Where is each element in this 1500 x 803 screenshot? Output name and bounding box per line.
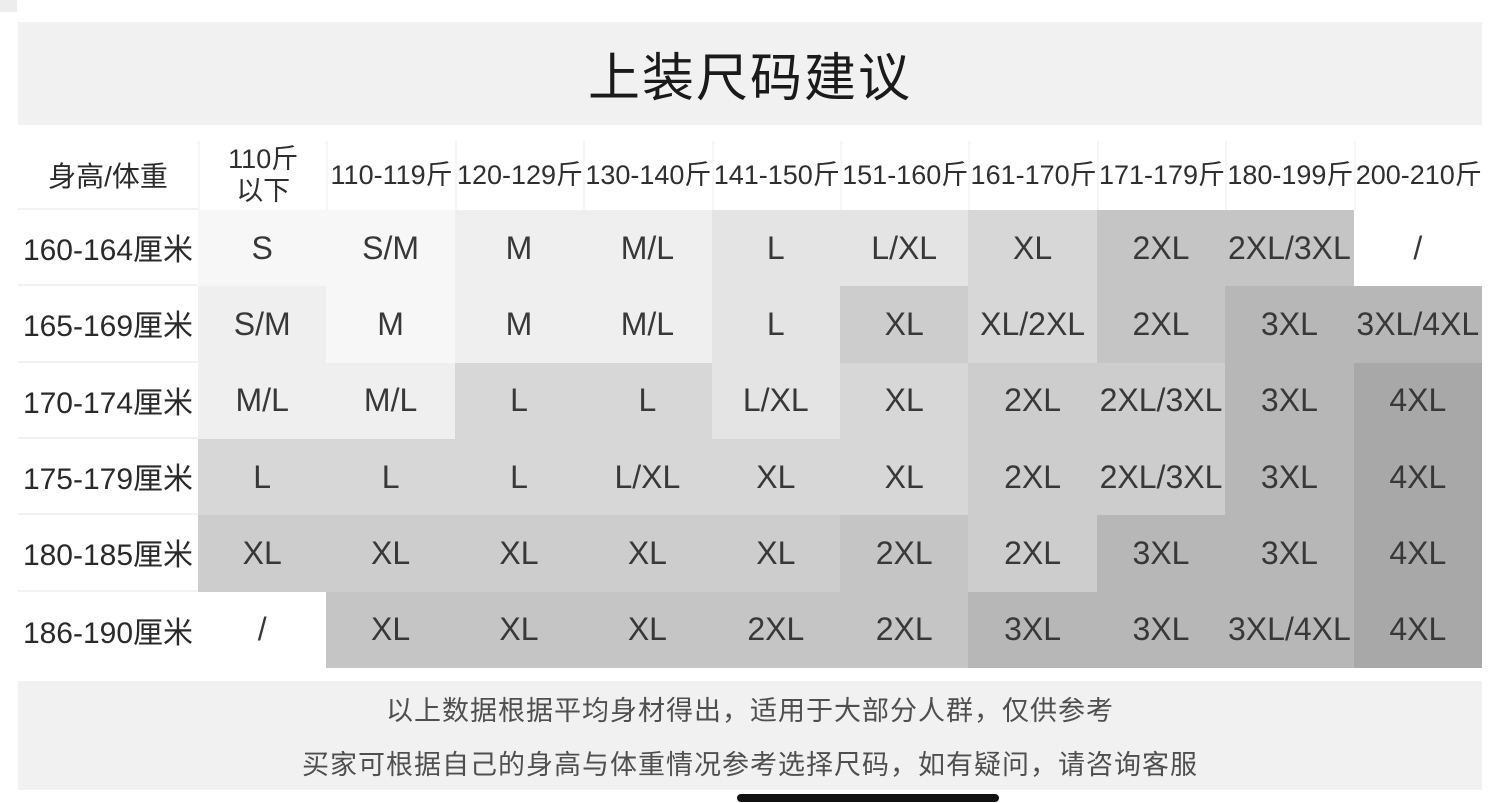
weight-header: 110斤 以下 bbox=[198, 141, 327, 210]
size-cell: XL bbox=[454, 591, 584, 668]
height-label: 186-190厘米 bbox=[18, 591, 198, 668]
size-cell: / bbox=[1353, 210, 1482, 287]
size-cell: 2XL/3XL bbox=[1225, 210, 1354, 287]
height-label: 165-169厘米 bbox=[18, 286, 198, 363]
size-cell: XL bbox=[583, 515, 712, 592]
size-cell: XL bbox=[326, 515, 455, 592]
size-cell: 4XL bbox=[1353, 591, 1482, 668]
size-cell: XL bbox=[839, 362, 969, 439]
height-label: 170-174厘米 bbox=[18, 362, 198, 439]
size-cell: L bbox=[454, 362, 584, 439]
size-cell: 2XL bbox=[1096, 286, 1226, 363]
size-cell: 4XL bbox=[1353, 362, 1482, 439]
size-cell: 3XL bbox=[968, 591, 1097, 668]
page-title: 上装尺码建议 bbox=[587, 50, 912, 108]
height-label: 175-179厘米 bbox=[18, 439, 198, 516]
size-cell: M/L bbox=[198, 362, 327, 439]
size-cell: 2XL bbox=[711, 591, 840, 668]
size-cell: 2XL bbox=[968, 515, 1097, 592]
size-cell: L bbox=[198, 439, 327, 516]
weight-header: 200-210斤 bbox=[1353, 141, 1482, 210]
footer-note: 以上数据根据平均身材得出，适用于大部分人群，仅供参考 买家可根据自己的身高与体重… bbox=[18, 681, 1482, 790]
size-cell: M/L bbox=[583, 286, 712, 363]
size-cell: XL bbox=[839, 286, 969, 363]
size-cell: 2XL/3XL bbox=[1096, 362, 1226, 439]
size-cell: 3XL bbox=[1096, 591, 1226, 668]
size-cell: M bbox=[326, 286, 455, 363]
size-cell: S bbox=[198, 210, 327, 287]
size-cell: XL bbox=[198, 515, 327, 592]
size-cell: XL bbox=[326, 591, 455, 668]
weight-header: 141-150斤 bbox=[711, 141, 840, 210]
height-label: 160-164厘米 bbox=[18, 210, 198, 287]
size-cell: 3XL/4XL bbox=[1353, 286, 1482, 363]
size-cell: L bbox=[454, 439, 584, 516]
weight-header: 171-179斤 bbox=[1096, 141, 1226, 210]
weight-header: 120-129斤 bbox=[454, 141, 584, 210]
size-cell: 2XL/3XL bbox=[1096, 439, 1226, 516]
size-cell: XL bbox=[711, 439, 840, 516]
size-cell: L bbox=[711, 210, 840, 287]
size-cell: XL bbox=[968, 210, 1097, 287]
size-cell: M bbox=[454, 210, 584, 287]
size-cell: 2XL bbox=[968, 362, 1097, 439]
title-band: 上装尺码建议 bbox=[18, 22, 1482, 125]
size-cell: 4XL bbox=[1353, 515, 1482, 592]
size-cell: 3XL bbox=[1225, 515, 1354, 592]
size-cell: L bbox=[583, 362, 712, 439]
size-cell: 3XL/4XL bbox=[1225, 591, 1354, 668]
size-cell: S/M bbox=[326, 210, 455, 287]
size-cell: XL bbox=[454, 515, 584, 592]
home-indicator-bar bbox=[737, 794, 999, 802]
weight-header: 151-160斤 bbox=[839, 141, 969, 210]
height-label: 180-185厘米 bbox=[18, 515, 198, 592]
corner-header: 身高/体重 bbox=[18, 141, 198, 210]
size-cell: L bbox=[326, 439, 455, 516]
weight-header: 180-199斤 bbox=[1225, 141, 1354, 210]
footer-line-1: 以上数据根据平均身材得出，适用于大部分人群，仅供参考 bbox=[386, 696, 1114, 726]
size-cell: L/XL bbox=[583, 439, 712, 516]
size-cell: XL bbox=[583, 591, 712, 668]
size-cell: 2XL bbox=[839, 591, 969, 668]
size-cell: M/L bbox=[326, 362, 455, 439]
size-cell: XL bbox=[839, 439, 969, 516]
size-cell: 3XL bbox=[1096, 515, 1226, 592]
size-cell: S/M bbox=[198, 286, 327, 363]
size-cell: / bbox=[198, 591, 327, 668]
size-cell: 3XL bbox=[1225, 362, 1354, 439]
weight-header: 130-140斤 bbox=[583, 141, 712, 210]
size-cell: XL bbox=[711, 515, 840, 592]
footer-line-2: 买家可根据自己的身高与体重情况参考选择尺码，如有疑问，请咨询客服 bbox=[302, 750, 1198, 780]
size-cell: 2XL bbox=[1096, 210, 1226, 287]
weight-header: 161-170斤 bbox=[968, 141, 1097, 210]
size-cell: L/XL bbox=[711, 362, 840, 439]
size-cell: 2XL bbox=[839, 515, 969, 592]
size-table: 身高/体重 110斤 以下 110-119斤 120-129斤 130-140斤 141-… bbox=[18, 141, 1482, 668]
top-left-notch bbox=[0, 0, 17, 12]
size-cell: 4XL bbox=[1353, 439, 1482, 516]
size-cell: 2XL bbox=[968, 439, 1097, 516]
size-cell: 3XL bbox=[1225, 439, 1354, 516]
weight-header: 110-119斤 bbox=[326, 141, 455, 210]
size-cell: M bbox=[454, 286, 584, 363]
size-cell: L/XL bbox=[839, 210, 969, 287]
size-cell: L bbox=[711, 286, 840, 363]
size-cell: M/L bbox=[583, 210, 712, 287]
size-cell: 3XL bbox=[1225, 286, 1354, 363]
size-cell: XL/2XL bbox=[968, 286, 1097, 363]
